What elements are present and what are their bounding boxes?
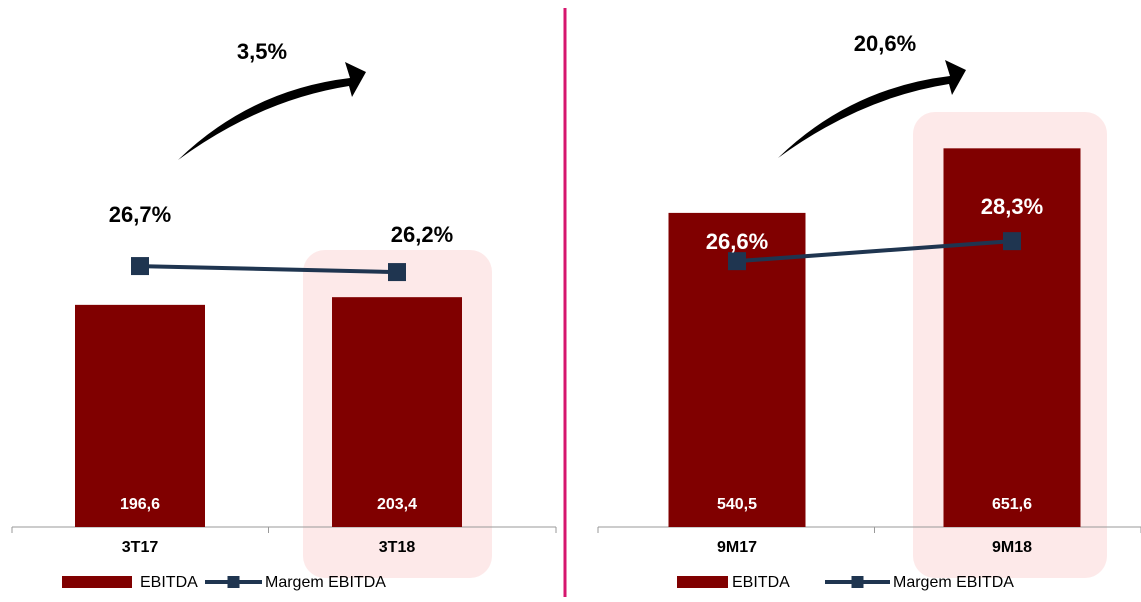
line-marker xyxy=(728,252,746,271)
growth-arrow xyxy=(778,60,966,158)
legend-swatch xyxy=(677,576,728,588)
line-value-label: 26,7% xyxy=(109,202,171,227)
bar xyxy=(943,148,1081,527)
legend-label: EBITDA xyxy=(140,574,198,591)
annotation: 20,6% xyxy=(854,31,916,56)
x-tick-label: 3T17 xyxy=(122,539,159,556)
line-value-label: 26,6% xyxy=(706,229,768,254)
legend-label: Margem EBITDA xyxy=(893,574,1014,591)
line-value-label: 26,2% xyxy=(391,222,453,247)
line-marker xyxy=(131,257,149,276)
bar-value-label: 196,6 xyxy=(120,496,160,513)
legend-swatch xyxy=(851,576,864,588)
legend-label: Margem EBITDA xyxy=(265,574,386,591)
line xyxy=(139,264,398,275)
bar xyxy=(75,304,205,527)
line-marker xyxy=(388,263,406,282)
bar-value-label: 540,5 xyxy=(717,496,757,513)
line-marker xyxy=(1003,232,1021,251)
bar-value-label: 651,6 xyxy=(992,496,1032,513)
x-tick-label: 3T18 xyxy=(379,539,416,556)
line xyxy=(736,239,1013,264)
legend-label: EBITDA xyxy=(732,574,790,591)
line-value-label: 28,3% xyxy=(981,194,1043,219)
annotation: 3,5% xyxy=(237,39,287,64)
x-tick-label: 9M17 xyxy=(717,539,757,556)
growth-arrow xyxy=(178,62,366,160)
legend-swatch xyxy=(62,576,132,588)
legend-swatch xyxy=(227,576,240,588)
x-tick-label: 9M18 xyxy=(992,539,1032,556)
bar xyxy=(332,297,462,527)
bar-value-label: 203,4 xyxy=(377,496,417,513)
